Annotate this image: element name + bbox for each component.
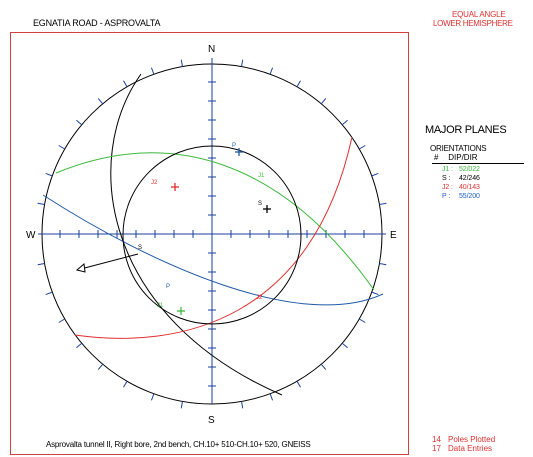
rim-tick: [180, 59, 183, 67]
rim-tick: [150, 67, 155, 75]
legend-row-label: S :: [442, 175, 451, 182]
rim-tick: [97, 363, 104, 370]
cone-circle: [122, 145, 302, 325]
rim-ticks: [37, 59, 387, 409]
rim-tick: [296, 380, 301, 388]
rim-tick: [371, 291, 379, 296]
north-label: N: [208, 44, 215, 55]
east-label: E: [390, 230, 397, 241]
plane-label-s: S: [138, 245, 142, 251]
rim-tick: [45, 172, 53, 177]
plane-label-j2: J2: [256, 295, 263, 301]
west-label: W: [26, 230, 36, 241]
rim-tick: [341, 119, 348, 126]
rim-tick: [341, 342, 348, 349]
diagram-title: EGNATIA ROAD - ASPROVALTA: [33, 18, 161, 28]
legend-row: J1 : 52/022: [442, 166, 480, 173]
great-circle-s: [110, 73, 283, 396]
rim-tick: [269, 67, 274, 75]
great-circle-p: [42, 194, 384, 306]
data-entries: 17 Data Entries: [432, 444, 492, 453]
legend-row-value: 52/022: [459, 166, 480, 173]
legend-row-value: 42/246: [459, 175, 480, 182]
legend-col-dipdir: DIP/DIR: [448, 153, 478, 162]
rim-tick: [123, 80, 128, 88]
poles-label: Poles Plotted: [448, 435, 496, 444]
rim-tick: [37, 263, 45, 266]
poles-count: 14: [432, 435, 441, 444]
rim-tick: [58, 318, 66, 323]
hemisphere-label: LOWER HEMISPHERE: [433, 19, 513, 28]
rim-tick: [241, 59, 244, 67]
plot-frame: [10, 32, 409, 455]
rim-tick: [320, 98, 327, 105]
rim-tick: [37, 202, 45, 205]
rim-tick: [241, 401, 244, 409]
legend-row: S : 42/246: [442, 175, 480, 182]
pole-marker-p: [235, 148, 243, 156]
rim-tick: [45, 291, 53, 296]
pole-label-p: P: [232, 143, 236, 149]
rim-tick: [358, 318, 366, 323]
rim-tick: [379, 202, 387, 205]
pole-label-j2: J2: [151, 180, 158, 186]
legend-row-value: 55/200: [459, 193, 480, 200]
pole-label-s: S: [258, 201, 262, 207]
axis-ticks: [59, 81, 365, 387]
rim-tick: [296, 80, 301, 88]
rim-tick: [76, 119, 83, 126]
rim-tick: [379, 263, 387, 266]
rim-tick: [150, 393, 155, 401]
rim-tick: [76, 342, 83, 349]
plane-label-j1: J1: [258, 173, 265, 179]
direction-arrow: [75, 253, 139, 273]
plane-label-p: P: [166, 284, 170, 290]
rim-tick: [180, 401, 183, 409]
legend-row-label: J2 :: [442, 184, 453, 191]
legend-heading: MAJOR PLANES: [425, 124, 507, 136]
legend-row: J2 : 40/143: [442, 184, 480, 191]
legend-row-value: 40/143: [459, 184, 480, 191]
rim-tick: [358, 145, 366, 150]
entries-count: 17: [432, 444, 441, 453]
entries-label: Data Entries: [448, 444, 493, 453]
rim-tick: [320, 363, 327, 370]
rim-tick: [58, 145, 66, 150]
legend-subheading: ORIENTATIONS: [430, 144, 487, 153]
projection-label: EQUAL ANGLE: [452, 10, 506, 19]
great-circle-j2: [74, 136, 353, 339]
poles-plotted: 14 Poles Plotted: [432, 435, 495, 444]
rim-tick: [123, 380, 128, 388]
great-circle-j1: [55, 152, 375, 291]
diagram-caption: Asprovalta tunnel II, Right bore, 2nd be…: [46, 440, 311, 449]
pole-label-j1: J1: [157, 303, 164, 309]
rim-tick: [371, 172, 379, 177]
rim-tick: [269, 393, 274, 401]
rim-tick: [97, 98, 104, 105]
pole-marker-j2: [171, 183, 179, 191]
legend-row-label: P :: [442, 193, 451, 200]
legend-col-num: #: [434, 153, 439, 162]
legend-row: P : 55/200: [442, 193, 480, 200]
pole-marker-s: [263, 205, 271, 213]
pole-marker-j1: [177, 307, 185, 315]
legend-row-label: J1 :: [442, 166, 453, 173]
south-label: S: [208, 415, 215, 426]
legend-column-header: # DIP/DIR: [432, 153, 524, 164]
